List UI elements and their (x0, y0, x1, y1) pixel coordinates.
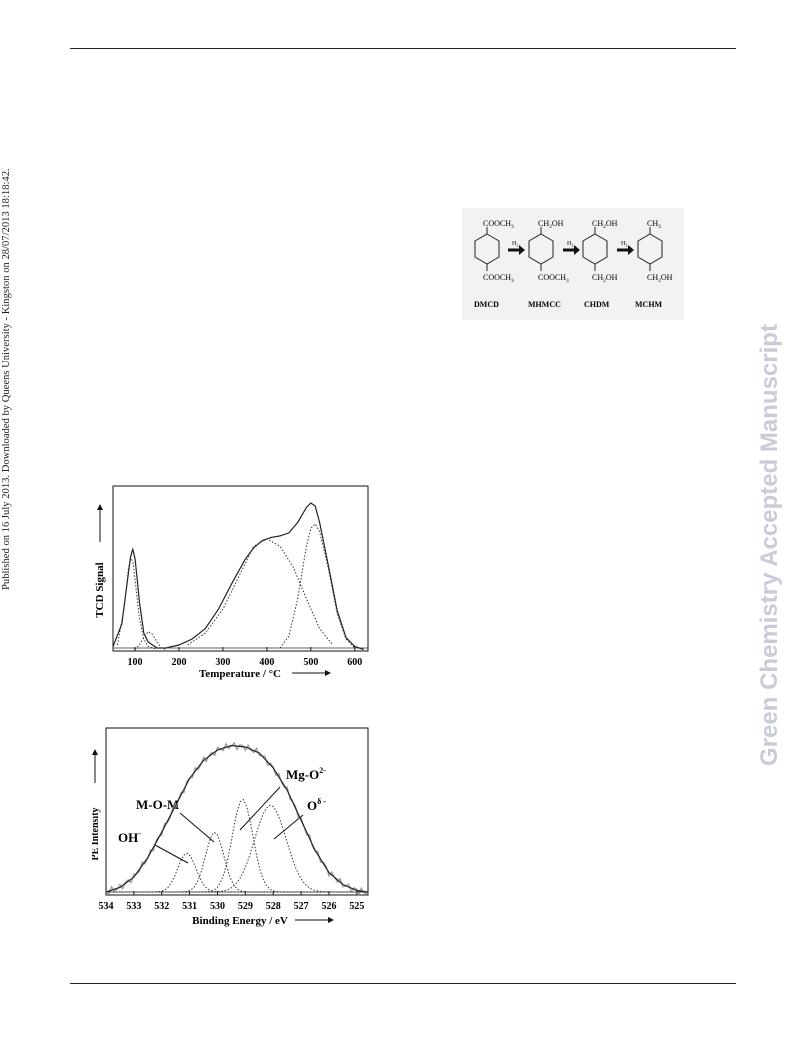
header-rule (70, 48, 736, 49)
molecule-dmcd: COOCH3 COOCH3 DMCD (474, 219, 514, 309)
svg-text:OH-: OH- (118, 829, 141, 845)
xps-xtick-label-1: 533 (126, 901, 141, 912)
arrow-2: H2 (563, 241, 580, 255)
tpr-ylabel: TCD Signal (94, 562, 106, 617)
xps-chart: Binding Energy / eV PE Intensity OH- M-O… (92, 727, 369, 927)
tpr-xtick-label-4: 500 (303, 657, 318, 668)
tpr-xtick-label-3: 400 (259, 657, 274, 668)
mol4-top-group: CH3 (647, 219, 661, 230)
arrow-2-label: H2 (567, 241, 573, 248)
xps-xtick-label-0: 534 (99, 901, 114, 912)
tpr-xtick-label-5: 600 (347, 657, 362, 668)
tpr-series-2 (134, 630, 166, 650)
tpr-series-4 (279, 523, 356, 649)
xps-xlabel-arrow (295, 917, 334, 923)
xps-ylabel: PE Intensity (92, 807, 101, 860)
annotation-oh: OH- (118, 829, 189, 864)
molecule-mchm: CH3 CH2OH MCHM (635, 219, 673, 309)
xps-xtick-label-2: 532 (154, 901, 169, 912)
xps-ylabel-arrow (92, 749, 98, 783)
tpr-xlabel: Temperature / °C (199, 668, 281, 680)
tpr-xtick-label-1: 200 (171, 657, 186, 668)
mol1-name: DMCD (474, 300, 499, 309)
annotation-mgo: Mg-O2- (239, 766, 326, 831)
tpr-series-1 (116, 557, 158, 650)
tpr-chart: Temperature / °C TCD Signal 100 200 300 400… (94, 485, 369, 680)
tpr-ylabel-arrow (97, 504, 103, 542)
mol2-top-group: CH2OH (538, 219, 564, 230)
xps-xtick-label-7: 527 (294, 901, 309, 912)
mol4-name: MCHM (635, 300, 663, 309)
annotation-odelta: Oδ - (273, 797, 326, 840)
mol3-top-group: CH2OH (592, 219, 618, 230)
tpr-xlabel-arrow (292, 670, 331, 676)
xps-xtick-label-3: 531 (182, 901, 197, 912)
arrow-1-label: H2 (512, 241, 518, 248)
annotation-mom: M-O-M (136, 797, 215, 843)
svg-text:Mg-O2-: Mg-O2- (286, 766, 326, 782)
tpr-xtick-label-2: 300 (215, 657, 230, 668)
publication-note: Published on 16 July 2013. Downloaded by… (1, 168, 12, 590)
xps-xtick-label-9: 525 (349, 901, 364, 912)
svg-text:M-O-M: M-O-M (136, 797, 179, 812)
mol2-bottom-group: COOCH3 (538, 273, 569, 284)
xps-xtick-label-4: 530 (210, 901, 225, 912)
xps-series-1 (105, 744, 369, 893)
molecule-chdm: CH2OH CH2OH CHDM (582, 219, 618, 309)
tpr-xtick-label-0: 100 (127, 657, 142, 668)
tpr-series-3 (187, 538, 334, 646)
reaction-scheme: COOCH3 COOCH3 DMCD H2 CH2OH COOCH3 MHMCC… (462, 208, 684, 320)
arrow-3: H2 (617, 241, 634, 255)
tpr-series-0 (112, 502, 364, 651)
footer-rule (70, 983, 736, 984)
journal-watermark: Green Chemistry Accepted Manuscript (756, 324, 783, 766)
mol3-bottom-group: CH2OH (592, 273, 618, 284)
mol4-bottom-group: CH2OH (647, 273, 673, 284)
svg-text:Oδ -: Oδ - (307, 797, 326, 813)
mol1-top-group: COOCH3 (483, 219, 514, 230)
mol1-bottom-group: COOCH3 (483, 273, 514, 284)
mol2-name: MHMCC (528, 300, 561, 309)
mol3-name: CHDM (584, 300, 610, 309)
xps-xtick-label-5: 529 (238, 901, 253, 912)
arrow-3-label: H2 (621, 241, 627, 248)
xps-xtick-label-6: 528 (266, 901, 281, 912)
molecule-mhmcc: CH2OH COOCH3 MHMCC (528, 219, 569, 309)
xps-xlabel: Binding Energy / eV (192, 915, 288, 927)
arrow-1: H2 (508, 241, 525, 255)
xps-xtick-label-8: 526 (321, 901, 336, 912)
